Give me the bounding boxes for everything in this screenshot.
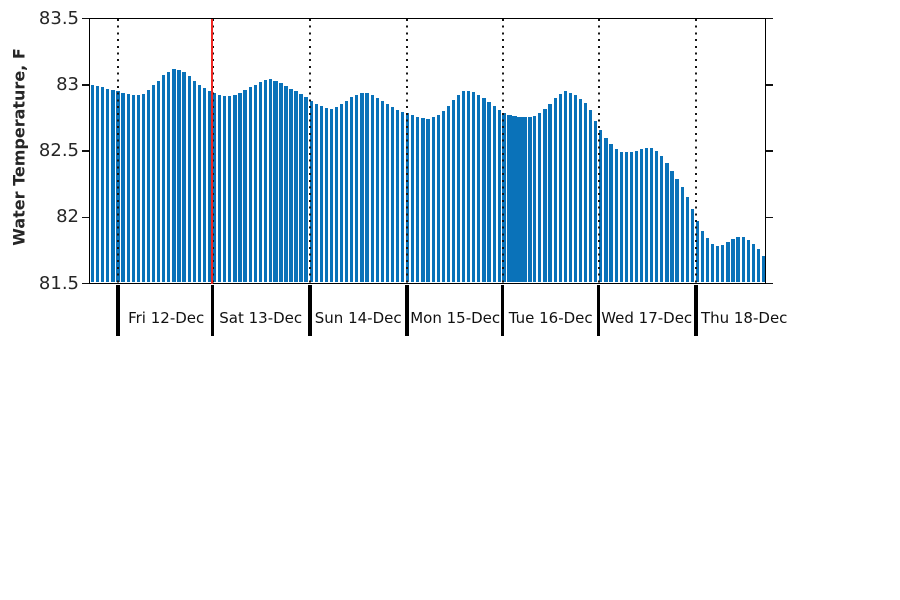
day-label: Thu 18-Dec	[700, 309, 788, 327]
day-boundary-tick	[308, 285, 312, 336]
day-label: Sun 14-Dec	[314, 309, 402, 327]
y-tick-label: 81.5	[38, 272, 79, 294]
y-tick-right	[765, 216, 773, 218]
day-label: Sat 13-Dec	[219, 309, 303, 327]
day-boundary-tick	[210, 285, 215, 336]
y-tick-right	[765, 84, 773, 86]
y-tick-label: 82	[56, 206, 79, 228]
day-boundary-tick	[596, 285, 601, 336]
day-label: Tue 16-Dec	[508, 309, 593, 327]
day-boundary-tick	[694, 285, 698, 336]
y-tick-label: 83.5	[38, 7, 79, 29]
day-label: Fri 12-Dec	[128, 309, 205, 327]
day-boundary-tick	[405, 285, 409, 336]
y-tick-right	[765, 17, 773, 20]
day-label: Wed 17-Dec	[601, 309, 693, 327]
day-boundary-tick	[116, 285, 120, 336]
y-tick-label: 82.5	[38, 140, 79, 161]
y-tick-right	[765, 282, 773, 285]
y-tick-label: 83	[56, 73, 79, 95]
y-tick-right	[765, 150, 773, 152]
plot-area-box	[88, 17, 766, 285]
y-axis-title: Water Temperature, F	[9, 48, 29, 246]
day-boundary-tick	[500, 285, 505, 336]
red-event-line	[210, 18, 213, 284]
day-label: Mon 15-Dec	[410, 309, 501, 327]
